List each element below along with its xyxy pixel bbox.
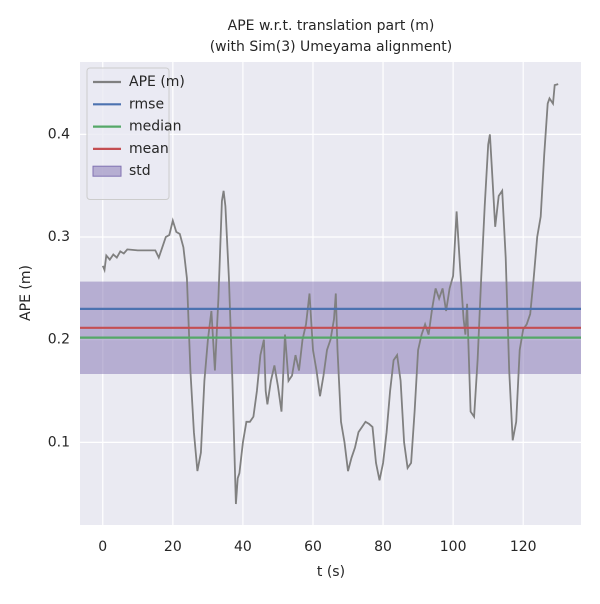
y-tick-label: 0.1 — [48, 434, 70, 450]
x-tick-label: 80 — [374, 539, 392, 555]
x-tick-label: 40 — [234, 539, 252, 555]
legend-label: std — [129, 163, 151, 179]
legend-label: mean — [129, 141, 169, 157]
x-tick-label: 100 — [440, 539, 467, 555]
y-tick-label: 0.3 — [48, 229, 70, 245]
chart-subtitle: (with Sim(3) Umeyama alignment) — [210, 39, 453, 55]
x-tick-label: 60 — [304, 539, 322, 555]
ape-line — [101, 83, 559, 505]
legend-swatch — [92, 165, 122, 177]
x-tick-label: 0 — [98, 539, 107, 555]
y-tick-label: 0.2 — [48, 332, 70, 348]
legend-label: rmse — [129, 96, 164, 112]
legend-label: APE (m) — [129, 74, 185, 90]
x-tick-label: 120 — [510, 539, 537, 555]
chart-title: APE w.r.t. translation part (m) — [228, 18, 435, 34]
y-tick-label: 0.4 — [48, 126, 70, 142]
legend-label: median — [129, 119, 181, 135]
x-axis-label: t (s) — [317, 564, 345, 580]
y-axis-label: APE (m) — [18, 265, 34, 321]
x-tick-label: 20 — [164, 539, 182, 555]
